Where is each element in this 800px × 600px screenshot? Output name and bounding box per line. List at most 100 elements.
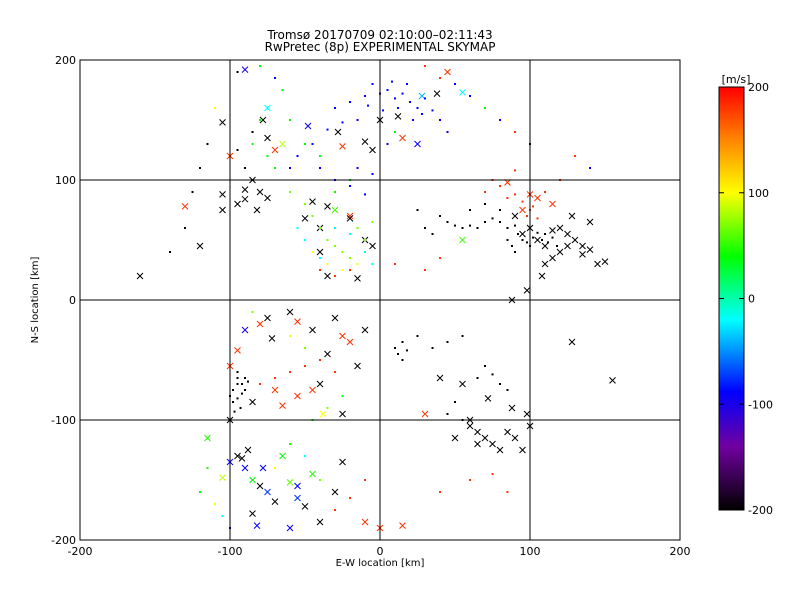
data-point-x xyxy=(459,89,466,96)
data-point-dot xyxy=(401,92,404,95)
data-point-dot xyxy=(274,77,276,79)
data-point-x xyxy=(241,186,249,193)
data-point-x xyxy=(556,248,564,256)
data-point-dot xyxy=(241,392,243,395)
data-point-dot xyxy=(236,377,239,379)
data-point-dot xyxy=(236,149,239,151)
y-tick-label: 200 xyxy=(55,54,76,67)
data-point-dot xyxy=(232,401,234,403)
data-point-dot xyxy=(394,97,396,100)
data-point-dot xyxy=(232,389,234,391)
data-point-dot xyxy=(289,119,291,121)
data-point-dot xyxy=(421,113,423,115)
data-point-dot xyxy=(394,131,396,133)
data-point-dot xyxy=(536,217,539,220)
y-axis-ticks: -200 -100 0 100 200 xyxy=(51,54,680,547)
data-point-dot xyxy=(304,239,306,241)
data-point-x xyxy=(294,494,301,502)
x-tick-label: 0 xyxy=(377,545,384,558)
data-point-x xyxy=(421,410,429,418)
data-point-x xyxy=(564,242,571,250)
data-point-dot xyxy=(574,155,576,157)
data-point-dot xyxy=(511,245,513,247)
data-point-dot xyxy=(289,443,291,445)
colorbar-tick-label: 0 xyxy=(748,293,755,306)
data-point-x xyxy=(594,260,601,268)
x-axis-label: E-W location [km] xyxy=(336,558,425,569)
data-point-dot xyxy=(446,221,449,223)
colorbar-tick-label: -200 xyxy=(748,504,773,517)
data-point-x xyxy=(399,134,406,142)
data-point-x xyxy=(339,332,346,340)
data-point-x xyxy=(309,470,316,478)
data-point-dot xyxy=(251,143,254,145)
data-point-dot xyxy=(349,269,351,271)
data-point-x xyxy=(586,218,594,226)
data-point-dot xyxy=(356,167,359,169)
data-point-dot xyxy=(514,193,516,196)
data-point-dot xyxy=(356,263,359,265)
data-point-dot xyxy=(431,347,434,349)
data-point-dot xyxy=(416,107,419,109)
data-point-dot xyxy=(416,335,419,337)
colorbar-tick-label: -100 xyxy=(748,398,773,411)
data-point-dot xyxy=(349,101,351,103)
chart-subtitle: RwPretec (8p) EXPERIMENTAL SKYMAP xyxy=(265,40,496,54)
colorbar-tick-label: 100 xyxy=(748,187,769,200)
data-point-x xyxy=(259,116,267,124)
x-tick-label: 200 xyxy=(670,545,691,558)
data-point-x xyxy=(504,428,511,436)
data-point-dot xyxy=(319,155,321,157)
data-point-x xyxy=(433,90,441,97)
data-point-dot xyxy=(251,131,254,133)
data-point-dot xyxy=(514,131,516,133)
data-point-dot xyxy=(289,167,291,169)
data-point-x xyxy=(256,188,264,196)
data-point-x xyxy=(241,326,249,334)
data-point-x xyxy=(523,287,531,294)
data-point-dot xyxy=(469,479,471,481)
data-point-dot xyxy=(334,371,336,373)
data-point-dot xyxy=(341,251,344,253)
data-point-x xyxy=(474,440,481,448)
data-point-x xyxy=(361,138,369,145)
data-point-dot xyxy=(526,215,528,217)
data-point-dot xyxy=(499,221,501,223)
data-point-x xyxy=(304,122,312,130)
data-point-x xyxy=(234,452,241,460)
data-point-dot xyxy=(461,335,464,337)
data-point-dot xyxy=(454,83,456,85)
data-point-x xyxy=(334,128,342,136)
x-axis-ticks: -200 -100 0 100 200 xyxy=(68,60,691,558)
data-point-x xyxy=(339,143,346,150)
data-point-x xyxy=(279,140,286,148)
data-point-dot xyxy=(484,203,486,205)
chart-title: Tromsø 20170709 02:10:00–02:11:43 xyxy=(266,28,492,42)
data-point-dot xyxy=(191,191,194,193)
data-point-x xyxy=(564,230,571,238)
data-point-x xyxy=(234,200,241,208)
data-point-x xyxy=(568,338,576,346)
data-point-x xyxy=(309,386,316,394)
data-point-dot xyxy=(356,119,359,121)
data-point-dot xyxy=(439,215,441,217)
data-point-x xyxy=(489,440,496,448)
data-point-dot xyxy=(469,209,471,211)
data-point-x xyxy=(609,377,616,384)
data-point-x xyxy=(534,194,541,202)
colorbar-tick-label: 200 xyxy=(748,81,769,94)
data-point-x xyxy=(279,402,286,409)
data-point-dot xyxy=(367,104,369,107)
data-point-x xyxy=(436,374,444,382)
data-point-dot xyxy=(386,89,389,91)
data-point-dot xyxy=(247,380,249,383)
data-point-x xyxy=(319,410,327,418)
data-point-dot xyxy=(199,491,201,493)
data-point-x xyxy=(204,434,211,442)
data-point-dot xyxy=(281,89,284,91)
data-point-x xyxy=(511,212,519,220)
data-point-dot xyxy=(364,193,366,196)
y-axis-label: N-S location [km] xyxy=(30,257,41,344)
data-point-x xyxy=(399,522,406,529)
data-point-x xyxy=(451,434,459,442)
